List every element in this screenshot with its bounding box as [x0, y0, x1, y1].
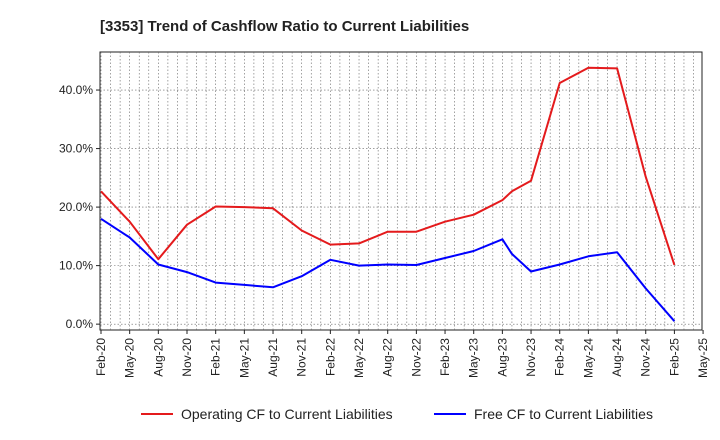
x-tick-label: Nov-20	[180, 338, 194, 377]
x-tick-label: May-23	[467, 338, 481, 378]
x-tick-label: Nov-23	[524, 338, 538, 377]
y-tick-label: 10.0%	[59, 259, 93, 273]
x-tick-label: Feb-21	[209, 338, 223, 376]
x-tick-label: May-25	[696, 338, 710, 378]
x-tick-label: Feb-25	[667, 338, 681, 376]
y-tick-label: 0.0%	[66, 317, 94, 331]
y-tick-label: 20.0%	[59, 200, 93, 214]
x-tick-label: May-22	[352, 338, 366, 378]
x-tick-label: Aug-21	[266, 338, 280, 377]
x-tick-label: Aug-24	[610, 338, 624, 377]
x-tick-label: May-21	[237, 338, 251, 378]
grid	[100, 52, 702, 330]
x-tick-label: Nov-21	[295, 338, 309, 377]
x-tick-label: Feb-22	[323, 338, 337, 376]
chart-title: [3353] Trend of Cashflow Ratio to Curren…	[100, 18, 469, 35]
x-tick-label: Feb-20	[94, 338, 108, 376]
x-tick-label: Feb-24	[553, 338, 567, 376]
x-axis: Feb-20 May-20 Aug-20 Nov-20 Feb-21 May-21 Aug-…	[94, 330, 710, 378]
y-axis: 0.0% 10.0% 20.0% 30.0% 40.0%	[59, 83, 100, 331]
x-tick-label: Feb-23	[438, 338, 452, 376]
series-line-free-cf	[100, 217, 676, 322]
x-tick-label: Nov-24	[639, 338, 653, 377]
x-tick-label: May-24	[581, 338, 595, 378]
x-tick-label: Aug-23	[495, 338, 509, 377]
legend-label-operating-cf: Operating CF to Current Liabilities	[181, 406, 393, 422]
series-layer	[100, 66, 676, 322]
y-tick-label: 30.0%	[59, 142, 93, 156]
x-tick-label: Aug-22	[381, 338, 395, 377]
legend: Operating CF to Current Liabilities Free…	[141, 406, 653, 422]
x-tick-label: May-20	[123, 338, 137, 378]
y-tick-label: 40.0%	[59, 83, 93, 97]
x-tick-label: Nov-22	[409, 338, 423, 377]
legend-label-free-cf: Free CF to Current Liabilities	[474, 406, 653, 422]
plot-area	[99, 51, 703, 331]
series-line-operating-cf	[100, 66, 676, 266]
x-tick-label: Aug-20	[151, 338, 165, 377]
